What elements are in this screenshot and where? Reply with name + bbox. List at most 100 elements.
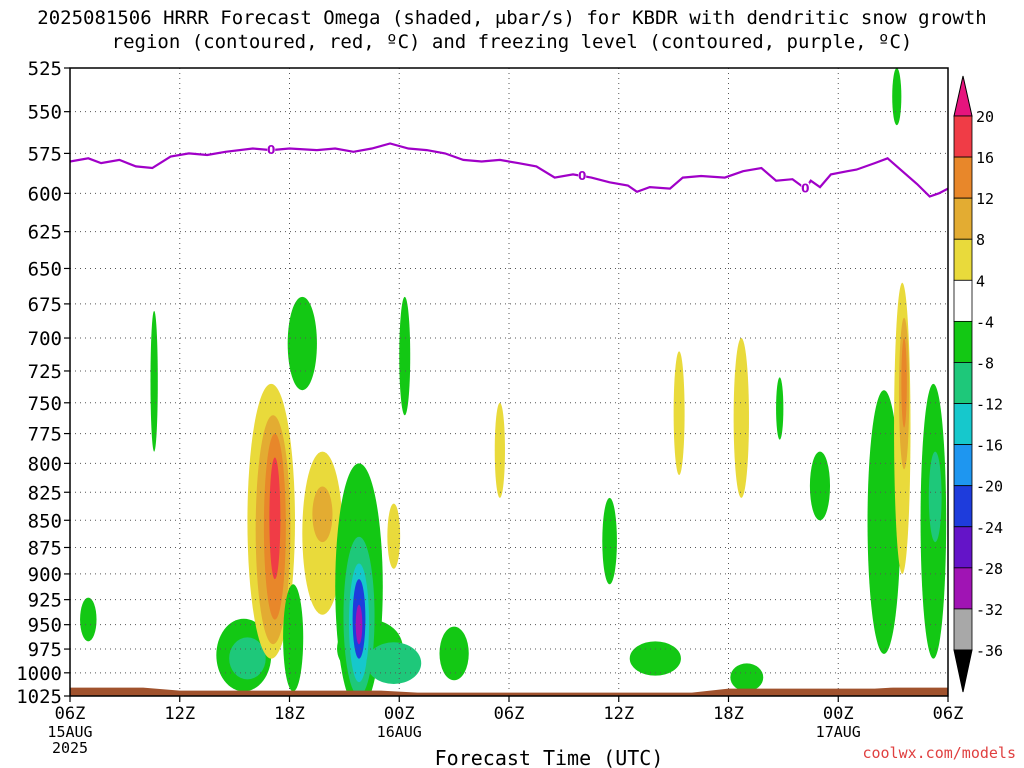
x-tick-label-4: 06Z — [494, 704, 525, 724]
omega-cell-8 — [283, 584, 304, 692]
y-tick-label-20: 1025 — [16, 686, 62, 708]
colorbar-bin-11 — [953, 567, 973, 610]
colorbar-bin-0 — [953, 115, 973, 158]
terrain-surface — [70, 687, 948, 696]
chart-title: 2025081506 HRRR Forecast Omega (shaded, … — [37, 7, 987, 53]
source-credit[interactable]: coolwx.com/models — [862, 744, 1016, 762]
omega-cell-26 — [733, 338, 749, 498]
y-tick-label-19: 1000 — [16, 663, 62, 685]
freezing-label-bg-0 — [267, 144, 276, 157]
colorbar-tick-label-6: -8 — [976, 354, 994, 372]
omega-cell-19 — [399, 296, 411, 416]
y-tick-label-4: 625 — [28, 222, 62, 244]
colorbar-tick-label-7: -12 — [976, 396, 1003, 414]
y-tick-label-16: 925 — [28, 590, 62, 612]
colorbar-tick-label-1: 16 — [976, 149, 994, 167]
colorbar-bottom-arrow — [953, 649, 973, 693]
colorbar-tick-label-4: 4 — [976, 272, 985, 290]
colorbar-bin-10 — [953, 526, 973, 569]
omega-cell-21 — [439, 626, 469, 681]
freezing-label-bg-1 — [578, 169, 587, 182]
x-tick-label-2: 18Z — [274, 704, 305, 724]
omega-cell-24 — [602, 497, 617, 585]
omega-cell-7 — [269, 457, 281, 580]
y-tick-label-18: 975 — [28, 639, 62, 661]
y-tick-label-7: 700 — [28, 328, 62, 350]
omega-cell-17 — [355, 604, 363, 645]
y-tick-label-3: 600 — [28, 183, 62, 205]
y-tick-label-5: 650 — [28, 258, 62, 280]
y-tick-label-12: 825 — [28, 482, 62, 504]
omega-cell-30 — [867, 390, 901, 654]
omega-cell-9 — [287, 296, 317, 391]
x-tick-label-5: 12Z — [603, 704, 634, 724]
colorbar-bin-3 — [953, 238, 973, 281]
omega-cell-25 — [673, 351, 685, 476]
y-tick-label-17: 950 — [28, 615, 62, 637]
omega-cell-3 — [229, 637, 266, 680]
colorbar-tick-label-12: -32 — [976, 601, 1003, 619]
colorbar-tick-label-8: -16 — [976, 437, 1003, 455]
x-tick-label-6: 18Z — [713, 704, 744, 724]
omega-cell-29 — [809, 451, 831, 521]
colorbar-bin-12 — [953, 608, 973, 651]
y-tick-label-2: 575 — [28, 143, 62, 165]
x-tick-sublabel-0-0: 15AUG — [47, 723, 92, 741]
y-tick-label-11: 800 — [28, 453, 62, 475]
omega-cell-20 — [387, 503, 401, 569]
colorbar-bin-5 — [953, 320, 973, 363]
y-tick-label-8: 725 — [28, 361, 62, 383]
colorbar-bin-8 — [953, 444, 973, 487]
x-tick-sublabel-3-0: 16AUG — [377, 723, 422, 741]
colorbar-bin-9 — [953, 485, 973, 528]
x-tick-label-3: 00Z — [384, 704, 415, 724]
y-tick-label-1: 550 — [28, 102, 62, 124]
colorbar-bin-2 — [953, 197, 973, 240]
x-tick-sublabel-0-1: 2025 — [52, 739, 88, 757]
colorbar-tick-label-13: -36 — [976, 642, 1003, 660]
y-tick-label-9: 750 — [28, 393, 62, 415]
omega-cell-0 — [80, 597, 97, 642]
y-tick-label-14: 875 — [28, 537, 62, 559]
freezing-level-label-0: 0 — [267, 143, 275, 157]
omega-cell-32 — [928, 451, 942, 543]
x-tick-label-0: 06Z — [55, 704, 86, 724]
colorbar-bin-7 — [953, 403, 973, 446]
colorbar-tick-label-5: -4 — [976, 313, 994, 331]
colorbar-bin-1 — [953, 156, 973, 199]
x-tick-label-1: 12Z — [164, 704, 195, 724]
omega-cell-11 — [312, 486, 333, 543]
colorbar-bin-4 — [953, 279, 973, 322]
omega-cell-27 — [730, 663, 764, 692]
freezing-label-bg-2 — [801, 182, 810, 195]
omega-cell-35 — [901, 338, 907, 428]
colorbar-tick-label-0: 20 — [976, 108, 994, 126]
plot-layer: 0 0 0 — [70, 68, 948, 696]
freezing-level-label-1: 0 — [578, 169, 586, 183]
x-axis-title: Forecast Time (UTC) — [435, 746, 664, 768]
colorbar-bin-6 — [953, 362, 973, 404]
x-tick-label-7: 00Z — [823, 704, 854, 724]
x-tick-sublabel-7-0: 17AUG — [816, 723, 861, 741]
omega-cell-1 — [150, 310, 158, 452]
freezing-level-line — [70, 142, 948, 198]
y-tick-label-15: 900 — [28, 564, 62, 586]
colorbar-tick-label-11: -28 — [976, 560, 1003, 578]
colorbar-tick-label-2: 12 — [976, 190, 994, 208]
y-tick-label-13: 850 — [28, 510, 62, 532]
colorbar-tick-label-3: 8 — [976, 231, 985, 249]
x-tick-label-8: 06Z — [933, 704, 964, 724]
omega-cell-18 — [366, 642, 422, 685]
plot-background — [70, 68, 948, 696]
y-tick-label-10: 775 — [28, 424, 62, 446]
omega-cell-36 — [892, 68, 902, 126]
omega-cell-23 — [629, 641, 681, 676]
omega-cell-28 — [776, 377, 784, 440]
colorbar-top-arrow — [953, 75, 973, 117]
colorbar-tick-label-9: -20 — [976, 478, 1003, 496]
colorbar-tick-label-10: -24 — [976, 519, 1003, 537]
freezing-level-label-2: 0 — [801, 182, 809, 196]
y-tick-label-6: 675 — [28, 294, 62, 316]
omega-cell-22 — [494, 402, 505, 498]
